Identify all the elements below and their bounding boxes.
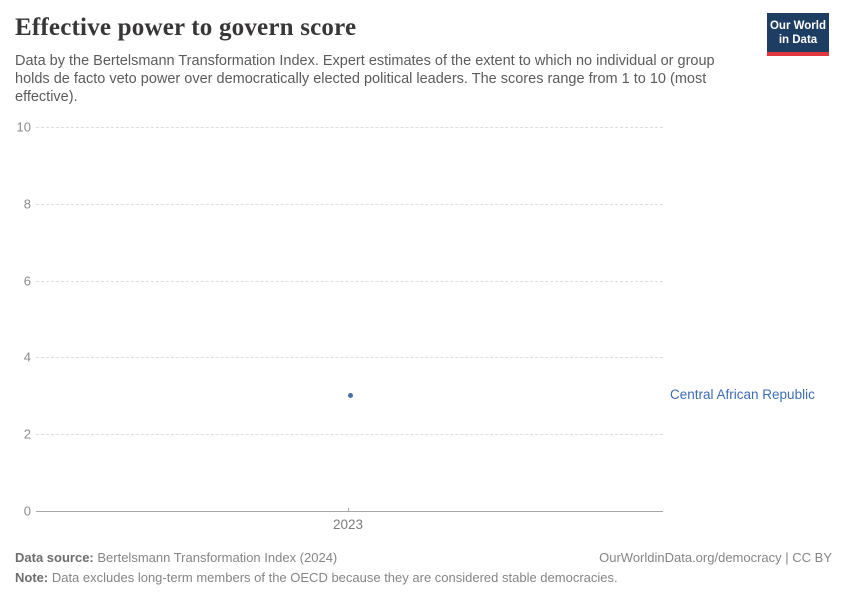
data-point[interactable] <box>347 393 353 399</box>
y-tick-label: 8 <box>23 196 31 212</box>
gridline <box>36 127 663 128</box>
chart-subtitle: Data by the Bertelsmann Transformation I… <box>15 53 715 105</box>
footer-source-row: Data source: Bertelsmann Transformation … <box>15 548 835 568</box>
note-label: Note: <box>15 570 49 585</box>
y-tick-label: 10 <box>16 119 31 135</box>
chart-footer: Data source: Bertelsmann Transformation … <box>15 548 835 588</box>
y-tick-label: 0 <box>23 503 31 519</box>
x-tick-mark <box>348 508 349 512</box>
y-tick-label: 6 <box>23 273 31 289</box>
data-source-line: Data source: Bertelsmann Transformation … <box>15 550 337 565</box>
note-line: Note: Data excludes long-term members of… <box>15 570 618 585</box>
data-source-text: Bertelsmann Transformation Index (2024) <box>93 550 338 565</box>
y-tick-label: 2 <box>23 426 31 442</box>
y-tick-label: 4 <box>23 349 31 365</box>
gridline <box>36 203 663 205</box>
chart-title: Effective power to govern score <box>15 14 357 41</box>
x-axis-line <box>36 511 663 512</box>
plot-area: 2023 <box>36 127 663 532</box>
chart-area: 2023 Central African Republic 0 2 4 6 8 10 <box>16 119 815 533</box>
gridline <box>36 280 663 282</box>
gridline <box>36 434 663 436</box>
owid-logo[interactable]: Our World in Data <box>767 13 829 56</box>
owid-logo-line2: in Data <box>778 33 818 46</box>
x-tick-label: 2023 <box>332 517 364 532</box>
data-source-label: Data source: <box>15 550 94 565</box>
footer-note-row: Note: Data excludes long-term members of… <box>15 568 835 588</box>
owid-logo-line1: Our World <box>769 20 826 32</box>
gridline <box>36 357 663 359</box>
note-text: Data excludes long-term members of the O… <box>48 570 618 585</box>
entity-label[interactable]: Central African Republic <box>670 386 815 402</box>
owid-cc-link[interactable]: OurWorldinData.org/democracy | CC BY <box>599 550 832 565</box>
